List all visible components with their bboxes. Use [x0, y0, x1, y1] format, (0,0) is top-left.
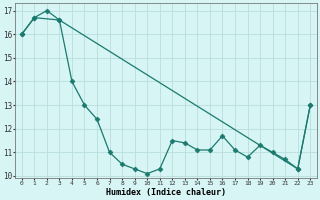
X-axis label: Humidex (Indice chaleur): Humidex (Indice chaleur) [106, 188, 226, 197]
